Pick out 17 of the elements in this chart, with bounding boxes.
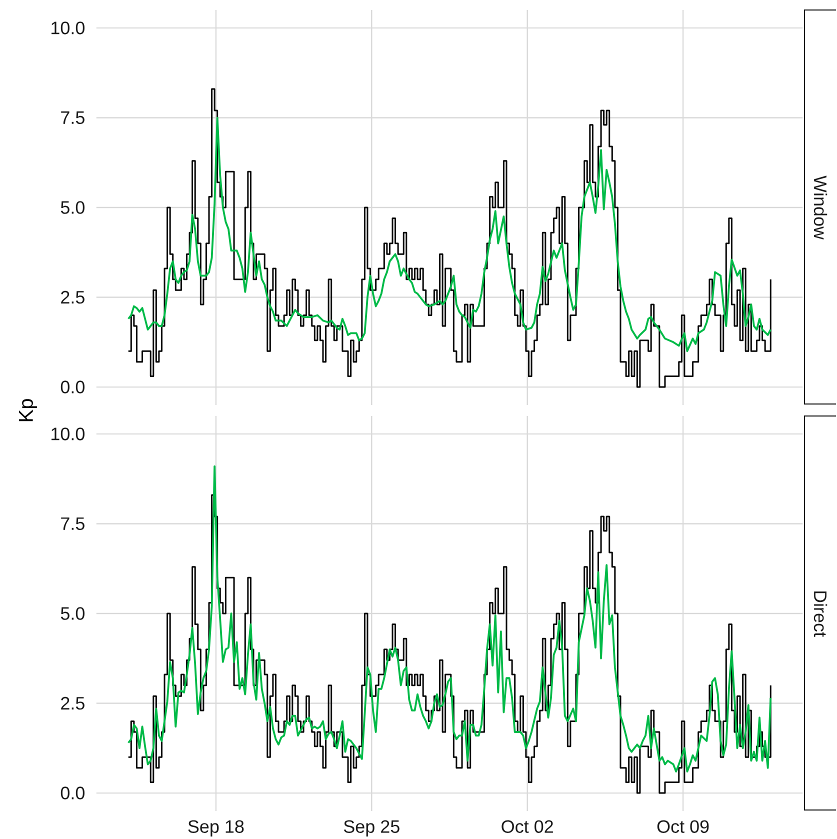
y-tick-label: 2.5 — [61, 696, 85, 710]
y-tick-label: 10.0 — [52, 428, 85, 440]
y-tick-label: 5.0 — [61, 201, 85, 214]
y-tick-label: 0.0 — [61, 380, 85, 394]
y-axis-title: Kp — [19, 399, 38, 422]
x-tick-label: Oct 02 — [502, 820, 554, 833]
text: Direct — [814, 591, 828, 637]
y-tick-label: 5.0 — [61, 607, 85, 620]
x-tick-label: Sep 18 — [188, 820, 244, 836]
y-tick-label: 7.5 — [61, 111, 85, 124]
y-tick-label: 7.5 — [61, 517, 85, 530]
y-tick-label: 10.0 — [52, 22, 85, 34]
y-tick-label: 2.5 — [61, 290, 85, 304]
text: Window — [814, 176, 828, 240]
x-tick-label: Sep 25 — [344, 820, 400, 836]
y-tick-label: 0.0 — [61, 786, 85, 800]
x-tick-label: Oct 09 — [658, 820, 709, 833]
